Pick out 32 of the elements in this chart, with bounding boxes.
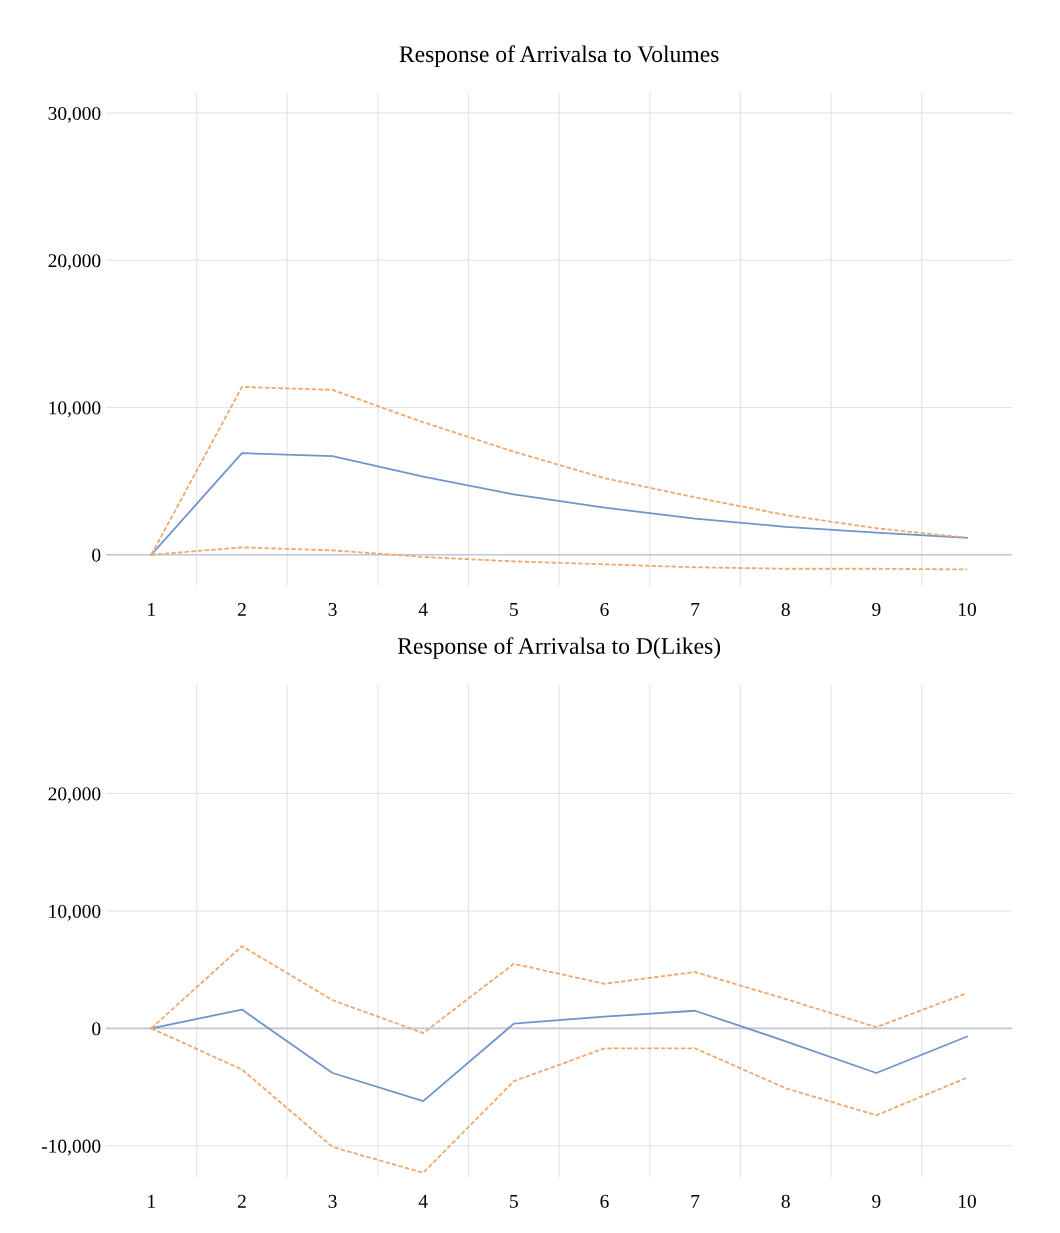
x-tick-label: 9 [872, 602, 881, 617]
x-tick-label: 9 [872, 1194, 881, 1208]
x-tick-label: 7 [691, 603, 700, 616]
x-tick-label: 5 [510, 603, 518, 617]
x-tick-label: 2 [237, 1194, 246, 1208]
x-tick-label: 8 [781, 1194, 790, 1208]
x-tick-label: 3 [328, 602, 337, 617]
x-tick-label: 3 [328, 1194, 337, 1208]
x-tick-label: 4 [418, 1194, 428, 1208]
x-tick-label: 7 [691, 1194, 700, 1208]
x-tick-label: 5 [510, 1194, 518, 1208]
chart-title: Response of Arrivalsa to D(Likes) [397, 637, 721, 659]
y-tick-label: 30,000 [48, 106, 101, 123]
y-tick-label: 0 [92, 1022, 101, 1036]
y-tick-label: 10,000 [49, 904, 101, 921]
y-tick-label: 0 [92, 548, 101, 562]
x-tick-label: 1 [148, 603, 156, 616]
x-tick-label: 6 [600, 602, 609, 617]
x-tick-label: 10 [958, 1194, 976, 1208]
x-tick-label: 2 [237, 602, 246, 616]
x-tick-label: 6 [600, 1194, 609, 1208]
line-series [150, 452, 968, 556]
y-tick-label: 20,000 [48, 254, 101, 271]
y-tick-label: 10,000 [49, 401, 101, 418]
y-tick-label: -10,000 [41, 1139, 101, 1156]
chart-title: Response of Arrivalsa to Volumes [399, 45, 719, 67]
x-tick-label: 4 [418, 603, 428, 616]
x-tick-label: 8 [781, 602, 790, 617]
x-tick-label: 1 [148, 1194, 156, 1208]
x-tick-label: 10 [958, 602, 976, 617]
line-series [150, 1008, 968, 1103]
y-tick-label: 20,000 [48, 787, 101, 804]
